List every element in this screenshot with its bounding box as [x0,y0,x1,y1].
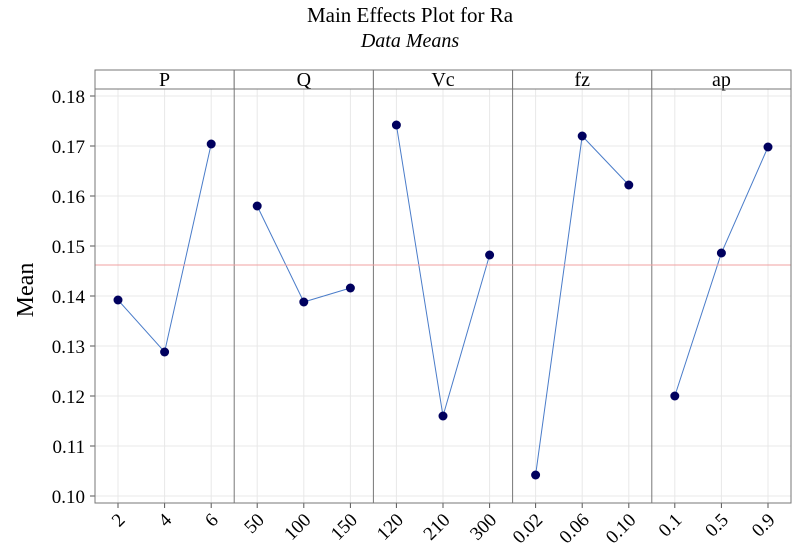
data-point [577,131,587,141]
y-tick-label: 0.16 [52,187,85,208]
data-point [763,142,773,152]
x-tick-label: 0.9 [748,510,780,542]
x-tick-label: 100 [280,510,315,545]
data-point [391,120,401,130]
data-point [670,391,680,401]
data-point [624,180,634,190]
y-tick-label: 0.13 [52,337,85,358]
panel-title: Q [297,69,312,91]
data-point [485,250,495,260]
x-tick-label: 0.06 [555,510,593,545]
x-tick-label: 0.5 [701,510,733,542]
y-tick-label: 0.15 [52,237,85,258]
x-tick-label: 210 [420,510,455,545]
x-tick-label: 6 [201,510,223,532]
x-tick-label: 0.02 [509,510,547,545]
panel-title: P [159,69,170,91]
y-axis-label: Mean [13,263,39,318]
panel-title: Vc [431,69,454,91]
x-tick-label: 4 [155,509,177,531]
data-point [438,411,448,421]
y-tick-label: 0.18 [52,87,85,108]
data-point [113,295,123,305]
x-tick-label: 2 [108,510,130,532]
data-point [206,139,216,149]
data-point [716,248,726,258]
y-tick-label: 0.12 [52,387,85,408]
chart-title: Main Effects Plot for Ra [307,3,514,27]
data-point [252,201,262,211]
x-tick-label: 300 [466,510,501,545]
data-point [160,347,170,357]
x-tick-label: 150 [327,510,362,545]
y-tick-label: 0.14 [52,287,86,308]
plot-frame [94,88,792,504]
x-tick-label: 50 [240,510,268,538]
panel-title: ap [712,69,731,91]
panel-title: fz [574,69,590,91]
data-point [299,297,309,307]
x-tick-label: 0.1 [655,510,687,542]
data-point [345,283,355,293]
data-point [531,470,541,480]
x-tick-label: 0.10 [602,510,640,545]
y-tick-label: 0.10 [52,487,85,508]
y-tick-label: 0.17 [52,137,85,158]
x-tick-label: 120 [373,510,408,545]
chart-subtitle: Data Means [360,30,460,52]
y-tick-label: 0.11 [52,437,85,458]
